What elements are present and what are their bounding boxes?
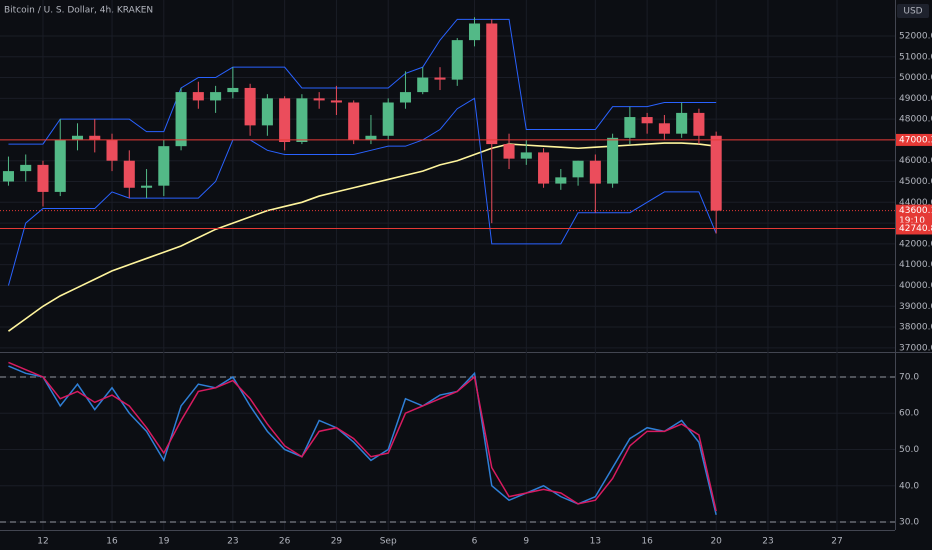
candle-body (123, 160, 135, 188)
candle-body (2, 171, 14, 182)
y-tick-label: 38000.0 (899, 323, 932, 333)
y-tick-label: 44000.0 (899, 198, 932, 208)
candle-body (486, 23, 498, 145)
y-tick-label: 50000.0 (899, 73, 932, 83)
candle-body (244, 87, 256, 126)
y-tick-label: 40000.0 (899, 281, 932, 291)
oscillator-line (8, 365, 717, 515)
candle-body (572, 160, 584, 178)
price-level-label: 47000.3 (899, 135, 932, 145)
candle-body (382, 102, 394, 136)
candle-body (54, 139, 66, 192)
candle-body (520, 152, 532, 159)
chart-title: Bitcoin / U. S. Dollar, 4h, KRAKEN (4, 6, 153, 16)
candle-body (417, 77, 429, 93)
x-tick-label: 20 (710, 537, 722, 547)
candle-body (37, 164, 49, 192)
candle-body (279, 98, 291, 143)
x-tick-label: 13 (590, 537, 601, 547)
candle-body (468, 23, 481, 41)
x-tick-label: 29 (331, 537, 343, 547)
price-level-badge (896, 222, 932, 235)
y-tick-label: 40.0 (899, 481, 919, 491)
x-tick-label: 27 (831, 537, 842, 547)
series-line (7, 97, 717, 286)
y-tick-label: 49000.0 (899, 94, 932, 104)
series-line (7, 142, 717, 332)
candle-body (399, 92, 411, 103)
candle-body (89, 135, 101, 140)
price-level-badge (896, 204, 932, 227)
candle-body (71, 135, 84, 140)
candle-body (607, 137, 619, 184)
candle-body (141, 185, 153, 188)
candle-body (624, 117, 636, 138)
y-tick-label: 42000.0 (899, 239, 932, 249)
price-level-label: 43600.1 (899, 206, 932, 216)
y-tick-label: 51000.0 (899, 52, 932, 62)
candle-body (348, 102, 360, 140)
oscillator-line (8, 361, 717, 512)
candle-body (330, 100, 342, 103)
y-tick-label: 60.0 (899, 409, 919, 419)
series-line (8, 18, 717, 145)
candle-body (710, 135, 722, 211)
candle-body (538, 152, 550, 184)
y-tick-label: 30.0 (899, 518, 919, 528)
x-tick-label: 9 (523, 537, 529, 547)
currency-badge[interactable] (897, 4, 929, 18)
price-level-label: 42740.8 (899, 224, 932, 234)
candle-body (503, 144, 515, 159)
price-level-badge (896, 133, 932, 146)
x-tick-label: 26 (279, 537, 291, 547)
currency-label: USD (903, 7, 922, 17)
candle-body (313, 98, 325, 101)
candle-body (641, 117, 653, 124)
y-tick-label: 39000.0 (899, 302, 932, 312)
x-tick-label: 19 (158, 537, 170, 547)
candle-body (175, 92, 187, 147)
y-tick-label: 41000.0 (899, 260, 932, 270)
y-tick-label: 48000.0 (899, 115, 932, 125)
candle-body (658, 123, 670, 134)
y-tick-label: 52000.0 (899, 31, 932, 41)
candle-body (451, 40, 463, 80)
candle-body (589, 160, 601, 184)
candle-body (192, 92, 204, 101)
candle-body (106, 139, 118, 161)
price-level-time: 19:10 (899, 216, 925, 226)
x-tick-label: 23 (227, 537, 238, 547)
x-tick-label: 23 (762, 537, 773, 547)
candle-body (365, 135, 377, 140)
candle-body (210, 92, 222, 101)
candle-body (676, 112, 688, 134)
y-tick-label: 70.0 (899, 372, 919, 382)
candle-body (227, 87, 239, 93)
candle-body (296, 98, 308, 143)
y-tick-label: 46000.0 (899, 156, 932, 166)
candle-body (261, 98, 273, 126)
y-tick-label: 37000.0 (899, 343, 932, 353)
x-tick-label: 16 (106, 537, 118, 547)
candle-body (555, 177, 567, 184)
x-tick-label: Sep (380, 537, 397, 547)
x-tick-label: 16 (641, 537, 653, 547)
candle-body (693, 112, 705, 136)
candle-body (20, 164, 32, 172)
x-tick-label: 12 (37, 537, 48, 547)
y-tick-label: 45000.0 (899, 177, 932, 187)
candle-body (158, 146, 170, 186)
y-tick-label: 50.0 (899, 445, 919, 455)
x-tick-label: 6 (472, 537, 478, 547)
candle-body (434, 77, 446, 80)
